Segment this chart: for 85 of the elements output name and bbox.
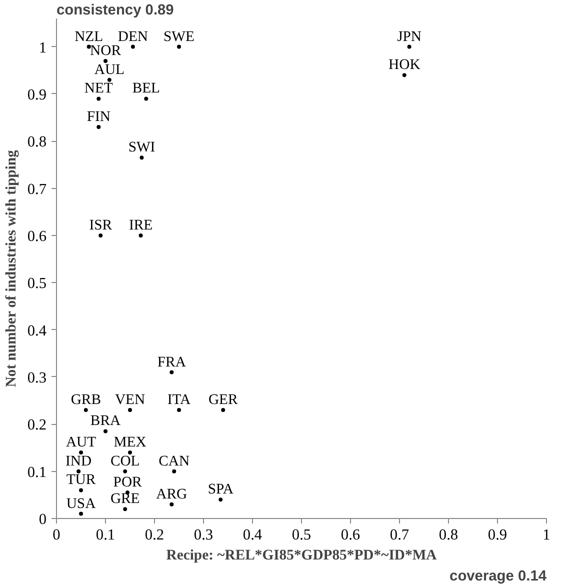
data-label: GER bbox=[208, 392, 238, 408]
data-label: ITA bbox=[167, 392, 192, 408]
x-tick-label: 0.2 bbox=[144, 526, 164, 544]
point bbox=[177, 408, 181, 412]
data-label: USA bbox=[66, 496, 96, 512]
data-label: IND bbox=[66, 453, 92, 470]
data-label: DEN bbox=[118, 28, 148, 45]
data-label: AUT bbox=[66, 434, 96, 450]
point bbox=[79, 488, 83, 492]
point bbox=[79, 512, 83, 516]
point bbox=[98, 233, 103, 238]
annotation: consistency 0.89 bbox=[56, 2, 174, 18]
x-axis-title: Recipe: ~REL*GI85*GDP85*PD*~ID*MA bbox=[166, 548, 438, 564]
data-label: SPA bbox=[208, 482, 234, 498]
point bbox=[79, 450, 83, 454]
data-label: FRA bbox=[157, 354, 186, 370]
point bbox=[144, 96, 148, 101]
y-tick-label: 0.5 bbox=[27, 275, 47, 292]
data-label: SWE bbox=[164, 28, 195, 45]
x-tick-label: 1 bbox=[542, 526, 550, 544]
data-label: BRA bbox=[90, 413, 121, 430]
point bbox=[84, 408, 88, 412]
y-tick-label: 0.8 bbox=[27, 134, 47, 151]
point bbox=[86, 44, 91, 49]
data-label: GRE bbox=[110, 491, 140, 508]
point bbox=[172, 469, 176, 474]
data-label: ISR bbox=[89, 217, 112, 234]
point bbox=[402, 73, 406, 78]
point bbox=[407, 44, 412, 49]
point bbox=[130, 44, 135, 49]
data-label: MEX bbox=[114, 434, 147, 450]
data-label: GRB bbox=[70, 392, 102, 408]
point bbox=[76, 469, 81, 474]
y-tick-label: 1 bbox=[38, 39, 47, 56]
y-tick-label: 0.3 bbox=[27, 369, 47, 386]
x-tick-label: 0.5 bbox=[292, 526, 312, 544]
data-label: VEN bbox=[114, 392, 146, 408]
data-label: IRE bbox=[128, 217, 153, 234]
data-label: NOR bbox=[90, 42, 122, 59]
x-tick-label: 0.9 bbox=[488, 526, 508, 544]
data-label: JPN bbox=[397, 28, 422, 45]
y-tick-label: 0.9 bbox=[27, 86, 47, 104]
y-tick-label: 0.6 bbox=[27, 228, 47, 245]
point bbox=[96, 96, 101, 101]
x-tick-label: 0.6 bbox=[340, 526, 360, 544]
point bbox=[104, 58, 108, 63]
point bbox=[138, 233, 143, 238]
data-label: POR bbox=[113, 474, 142, 491]
y-tick-label: 0.4 bbox=[27, 322, 47, 340]
y-tick-label: 0.1 bbox=[27, 464, 47, 481]
text: coverage 0.14 bbox=[450, 568, 548, 584]
data-label: AUL bbox=[94, 62, 125, 78]
point bbox=[96, 124, 101, 129]
data-label: FIN bbox=[86, 108, 111, 125]
data-label: CAN bbox=[158, 453, 190, 470]
data-label: COL bbox=[110, 453, 140, 470]
data-label: NET bbox=[84, 80, 113, 97]
point bbox=[177, 44, 181, 49]
x-tick-label: 0 bbox=[52, 526, 61, 544]
y-tick-label: 0 bbox=[38, 511, 47, 528]
point bbox=[128, 450, 132, 454]
x-tick-label: 0.7 bbox=[390, 526, 410, 544]
point bbox=[170, 502, 174, 506]
point bbox=[218, 498, 223, 502]
point bbox=[123, 507, 128, 512]
point bbox=[107, 78, 112, 82]
x-tick-label: 0.1 bbox=[96, 526, 116, 544]
point bbox=[104, 429, 108, 434]
point bbox=[170, 370, 174, 374]
data-label: ARG bbox=[156, 486, 188, 502]
y-tick-label: 0.2 bbox=[27, 416, 47, 434]
point bbox=[221, 408, 226, 412]
x-tick-label: 0.4 bbox=[242, 526, 262, 544]
x-tick-label: 0.8 bbox=[438, 526, 458, 544]
data-label: SWI bbox=[128, 140, 156, 156]
data-label: BEL bbox=[132, 80, 160, 97]
point bbox=[140, 156, 144, 160]
point bbox=[128, 408, 132, 412]
point bbox=[123, 469, 128, 474]
data-label: HOK bbox=[388, 57, 421, 74]
data-label: TUR bbox=[66, 472, 96, 488]
data-label: NZL bbox=[74, 28, 104, 45]
x-tick-label: 0.3 bbox=[194, 526, 214, 544]
y-axis-title: Not number of industries with tipping bbox=[3, 149, 20, 388]
y-tick-label: 0.7 bbox=[27, 180, 47, 198]
